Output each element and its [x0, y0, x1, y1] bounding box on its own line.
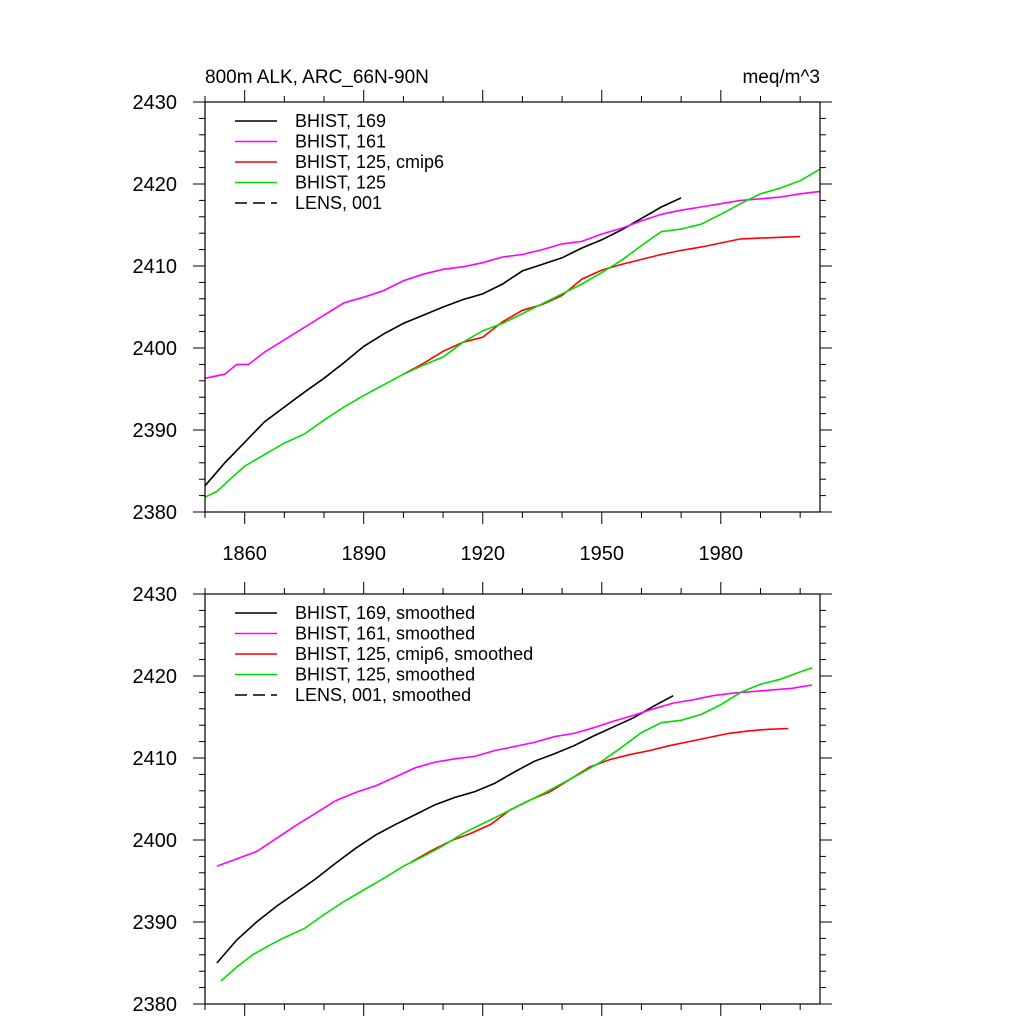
- y-tick-label: 2390: [133, 420, 178, 442]
- y-tick-label: 2430: [133, 92, 178, 114]
- x-axis: 1860 1890 1920 1950 1980: [204, 90, 801, 565]
- figure-units: meq/m^3: [742, 67, 820, 88]
- x-tick-label: 1890: [341, 543, 386, 565]
- series-line-1: [204, 190, 821, 380]
- x-axis: [204, 582, 801, 1016]
- y-tick-label: 2390: [133, 912, 178, 934]
- x-tick-label: 1920: [460, 543, 505, 565]
- legend-label: BHIST, 125, cmip6: [295, 152, 444, 172]
- legend-label: BHIST, 161, smoothed: [295, 624, 475, 644]
- series-line-2: [410, 727, 789, 863]
- y-tick-label: 2410: [133, 748, 178, 770]
- legend-label: BHIST, 169: [295, 111, 386, 131]
- panel-bottom: 2380 2390 2400 2410 2420 2430 BHIST, 169, smoo…: [133, 582, 832, 1016]
- y-tick-label: 2380: [133, 502, 178, 524]
- plot-lines: [204, 168, 821, 498]
- y-tick-label: 2400: [133, 830, 178, 852]
- y-tick-label: 2430: [133, 584, 178, 606]
- y-tick-label: 2380: [133, 994, 178, 1016]
- x-tick-label: 1860: [222, 543, 267, 565]
- legend-label: BHIST, 161: [295, 132, 386, 152]
- legend-label: LENS, 001: [295, 193, 382, 213]
- panel-top: 1860 1890 1920 1950 1980 2380 2390 2400 2410 2420…: [133, 90, 832, 565]
- legend-label: BHIST, 125: [295, 173, 386, 193]
- series-line-3: [204, 168, 821, 498]
- x-tick-label: 1980: [699, 543, 744, 565]
- figure-title: 800m ALK, ARC_66N-90N: [205, 67, 429, 88]
- x-tick-label: 1950: [580, 543, 625, 565]
- plot-frame: [204, 593, 821, 1005]
- y-tick-label: 2420: [133, 174, 178, 196]
- series-line-2: [403, 235, 801, 375]
- series-line-0: [216, 694, 674, 964]
- y-axis: 2380 2390 2400 2410 2420 2430: [133, 584, 832, 1016]
- y-axis: 2380 2390 2400 2410 2420 2430: [133, 92, 832, 524]
- series-line-0: [204, 197, 682, 487]
- y-tick-label: 2400: [133, 338, 178, 360]
- series-line-1: [216, 684, 813, 867]
- legend-label: BHIST, 125, smoothed: [295, 665, 475, 685]
- legend-label: BHIST, 169, smoothed: [295, 603, 475, 623]
- series-line-3: [220, 667, 813, 982]
- y-tick-label: 2420: [133, 666, 178, 688]
- legend-label: LENS, 001, smoothed: [295, 685, 471, 705]
- plot-frame: [204, 101, 821, 513]
- plot-lines: [216, 667, 813, 982]
- legend-label: BHIST, 125, cmip6, smoothed: [295, 644, 533, 664]
- y-tick-label: 2410: [133, 256, 178, 278]
